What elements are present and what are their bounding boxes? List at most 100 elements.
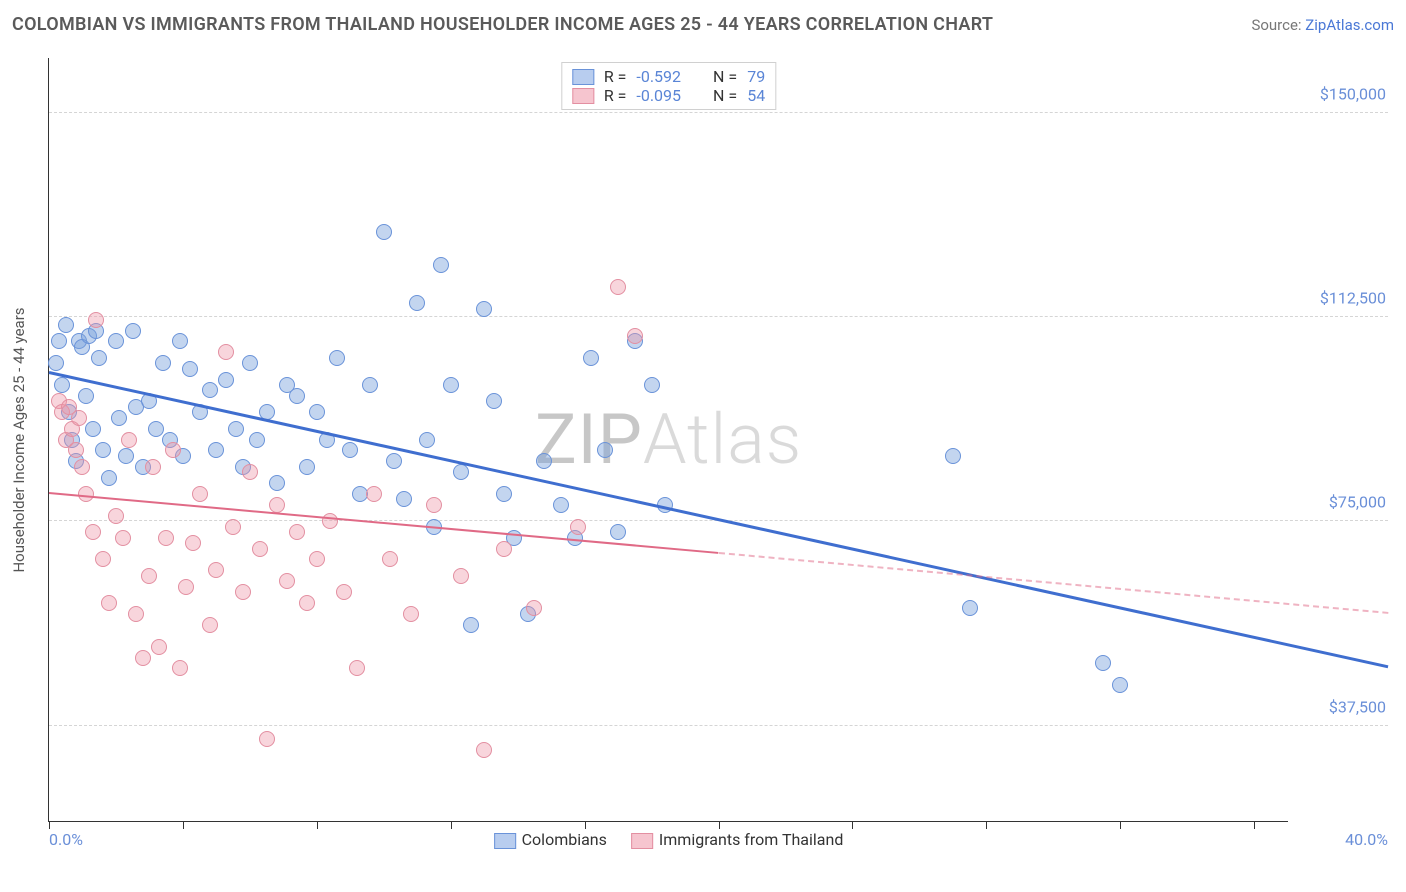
source-label: Source: ZipAtlas.com: [1251, 16, 1394, 34]
scatter-point: [386, 453, 402, 469]
scatter-point: [476, 742, 492, 758]
legend-swatch: [572, 88, 594, 104]
scatter-point: [108, 333, 124, 349]
scatter-point: [597, 442, 613, 458]
scatter-point: [85, 421, 101, 437]
scatter-point: [299, 595, 315, 611]
scatter-point: [91, 350, 107, 366]
scatter-point: [249, 432, 265, 448]
scatter-point: [242, 355, 258, 371]
scatter-point: [108, 508, 124, 524]
n-label: N =: [713, 86, 737, 105]
scatter-point: [95, 551, 111, 567]
scatter-point: [526, 600, 542, 616]
scatter-point: [235, 584, 251, 600]
scatter-point: [627, 328, 643, 344]
r-value: -0.592: [636, 67, 681, 86]
source-link[interactable]: ZipAtlas.com: [1305, 16, 1394, 34]
scatter-point: [202, 617, 218, 633]
scatter-point: [95, 442, 111, 458]
scatter-point: [366, 486, 382, 502]
legend-item: Colombians: [494, 830, 607, 849]
scatter-point: [118, 448, 134, 464]
scatter-point: [58, 317, 74, 333]
x-tick: [183, 821, 184, 829]
scatter-point: [259, 731, 275, 747]
x-tick: [1120, 821, 1121, 829]
scatter-point: [362, 377, 378, 393]
scatter-point: [182, 361, 198, 377]
scatter-point: [453, 464, 469, 480]
x-axis-min-label: 0.0%: [49, 830, 83, 849]
scatter-point: [336, 584, 352, 600]
n-value: 79: [747, 67, 765, 86]
scatter-point: [289, 388, 305, 404]
scatter-point: [269, 475, 285, 491]
scatter-point: [299, 459, 315, 475]
scatter-point: [121, 432, 137, 448]
chart-title: COLOMBIAN VS IMMIGRANTS FROM THAILAND HO…: [12, 14, 993, 35]
scatter-point: [172, 333, 188, 349]
scatter-point: [128, 606, 144, 622]
scatter-point: [945, 448, 961, 464]
scatter-point: [148, 421, 164, 437]
scatter-point: [74, 459, 90, 475]
correlation-legend: R =-0.592N =79R =-0.095N =54: [561, 62, 776, 110]
y-tick-label: $112,500: [1320, 288, 1386, 307]
scatter-point: [218, 372, 234, 388]
scatter-point: [208, 562, 224, 578]
scatter-point: [101, 470, 117, 486]
scatter-point: [145, 459, 161, 475]
scatter-point: [536, 453, 552, 469]
legend-swatch: [494, 833, 516, 849]
scatter-point: [88, 312, 104, 328]
scatter-point: [382, 551, 398, 567]
scatter-point: [85, 524, 101, 540]
legend-item: Immigrants from Thailand: [631, 830, 843, 849]
x-tick: [852, 821, 853, 829]
scatter-point: [426, 497, 442, 513]
scatter-point: [71, 410, 87, 426]
scatter-point: [453, 568, 469, 584]
x-tick: [49, 821, 50, 829]
r-label: R =: [604, 86, 627, 105]
scatter-point: [349, 660, 365, 676]
scatter-point: [309, 404, 325, 420]
scatter-point: [962, 600, 978, 616]
watermark: ZIPAtlas: [535, 399, 803, 481]
x-tick: [317, 821, 318, 829]
scatter-point: [218, 344, 234, 360]
legend-label: Colombians: [522, 830, 607, 849]
n-value: 54: [747, 86, 765, 105]
scatter-point: [202, 382, 218, 398]
scatter-point: [1112, 677, 1128, 693]
watermark-part1: ZIP: [535, 399, 643, 481]
scatter-point: [583, 350, 599, 366]
scatter-point: [125, 323, 141, 339]
scatter-point: [396, 491, 412, 507]
scatter-point: [242, 464, 258, 480]
scatter-point: [165, 442, 181, 458]
source-prefix: Source:: [1251, 16, 1305, 34]
scatter-point: [151, 639, 167, 655]
scatter-point: [476, 301, 492, 317]
n-label: N =: [713, 67, 737, 86]
x-tick: [585, 821, 586, 829]
legend-row: R =-0.592N =79: [572, 67, 765, 86]
scatter-point: [376, 224, 392, 240]
scatter-point: [463, 617, 479, 633]
scatter-point: [486, 393, 502, 409]
scatter-plot: Householder Income Ages 25 - 44 years ZI…: [48, 58, 1288, 822]
scatter-point: [610, 524, 626, 540]
legend-label: Immigrants from Thailand: [659, 830, 843, 849]
scatter-point: [172, 660, 188, 676]
scatter-point: [496, 486, 512, 502]
scatter-point: [48, 355, 64, 371]
scatter-point: [322, 513, 338, 529]
x-tick: [986, 821, 987, 829]
watermark-part2: Atlas: [643, 399, 802, 481]
x-tick: [719, 821, 720, 829]
scatter-point: [496, 541, 512, 557]
scatter-point: [1095, 655, 1111, 671]
scatter-point: [443, 377, 459, 393]
